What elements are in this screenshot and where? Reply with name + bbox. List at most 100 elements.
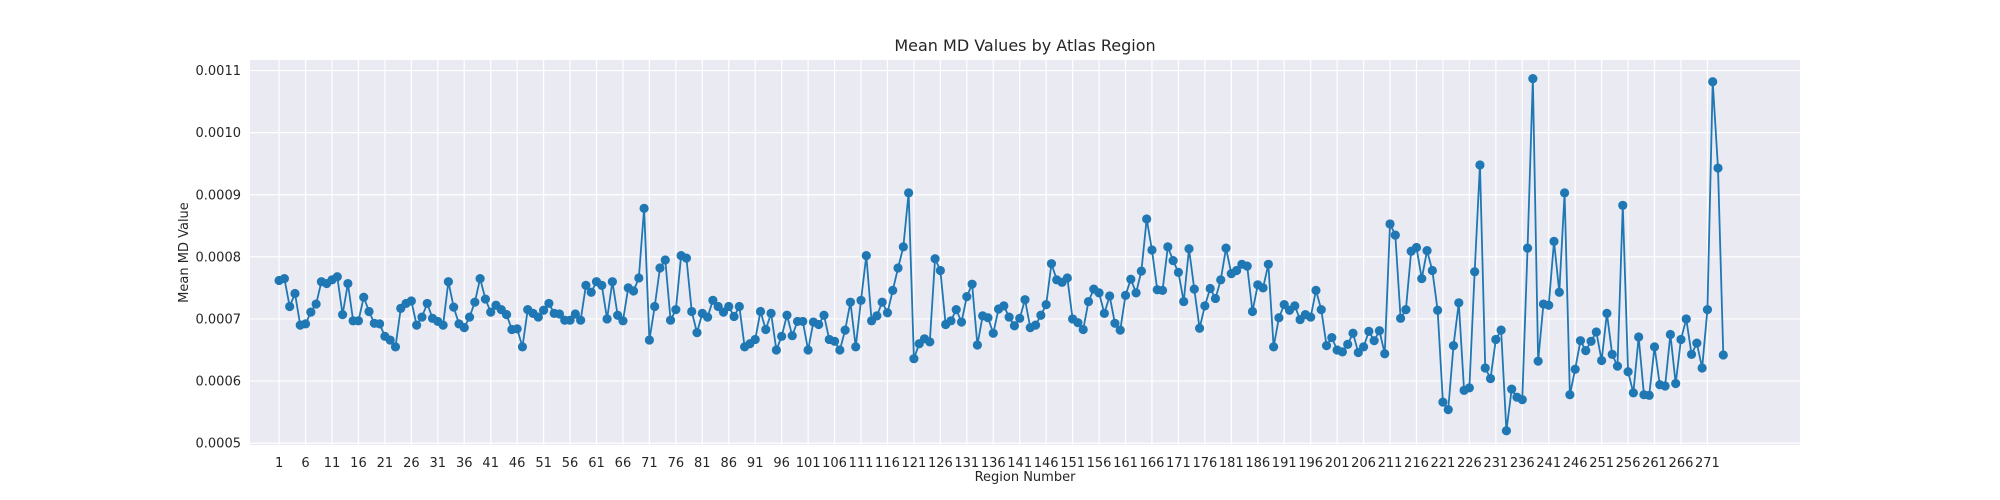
data-point-region-3: [285, 301, 295, 312]
data-point-region-117: [888, 285, 898, 295]
y-tick-label: 0.0007: [196, 312, 242, 327]
data-point-region-47: [517, 342, 528, 352]
x-tick-label: 106: [822, 456, 847, 471]
data-point-region-249: [1586, 336, 1596, 346]
data-point-region-179: [1216, 275, 1226, 285]
data-point-region-71: [644, 335, 655, 345]
x-tick-label: 271: [1695, 456, 1720, 471]
x-tick-label: 186: [1245, 456, 1270, 471]
data-point-region-216: [1411, 242, 1422, 253]
data-point-region-156: [1094, 288, 1104, 298]
data-point-region-222: [1443, 405, 1453, 415]
data-point-region-248: [1581, 346, 1591, 356]
data-point-region-157: [1099, 308, 1109, 318]
data-point-region-272: [1708, 77, 1718, 87]
x-tick-label: 136: [981, 456, 1006, 471]
data-point-region-80: [692, 328, 702, 338]
data-point-region-97: [782, 310, 792, 320]
data-point-region-231: [1491, 334, 1501, 345]
data-point-region-8: [311, 299, 321, 309]
data-point-region-180: [1221, 243, 1231, 253]
data-point-region-91: [750, 334, 760, 345]
data-point-region-258: [1634, 332, 1644, 342]
data-point-region-56: [565, 315, 575, 325]
data-point-region-164: [1136, 266, 1146, 276]
data-point-region-92: [755, 306, 766, 317]
data-point-region-120: [904, 188, 914, 198]
data-point-region-207: [1364, 326, 1374, 336]
data-point-region-178: [1210, 293, 1221, 304]
x-tick-label: 126: [928, 456, 953, 471]
data-point-region-211: [1385, 219, 1395, 229]
data-point-region-133: [972, 340, 982, 350]
data-point-region-75: [665, 315, 676, 325]
x-tick-label: 121: [901, 456, 926, 471]
data-point-region-182: [1232, 265, 1242, 276]
data-point-region-16: [353, 316, 364, 326]
data-point-region-128: [946, 316, 956, 326]
data-point-region-70: [639, 203, 649, 214]
data-point-region-169: [1163, 242, 1173, 252]
data-point-region-165: [1142, 214, 1152, 224]
x-axis-title: Region Number: [975, 470, 1077, 485]
data-point-region-228: [1475, 160, 1485, 170]
data-point-region-172: [1179, 296, 1189, 307]
data-point-region-166: [1147, 245, 1157, 255]
x-tick-label: 221: [1431, 456, 1456, 471]
data-point-region-197: [1311, 285, 1321, 295]
data-point-region-229: [1480, 363, 1490, 373]
data-point-region-247: [1575, 336, 1586, 346]
x-tick-label: 156: [1087, 456, 1112, 471]
x-tick-label: 31: [430, 456, 447, 471]
data-point-region-153: [1078, 324, 1088, 335]
data-point-region-188: [1263, 259, 1273, 269]
data-point-region-94: [766, 308, 776, 318]
x-tick-label: 216: [1404, 456, 1429, 471]
data-point-region-190: [1274, 313, 1284, 323]
x-tick-label: 81: [694, 456, 711, 471]
data-point-region-141: [1015, 313, 1025, 323]
data-point-region-64: [607, 277, 617, 287]
data-point-region-121: [909, 354, 919, 364]
data-point-region-152: [1073, 318, 1083, 328]
data-point-region-232: [1496, 325, 1506, 335]
data-point-region-150: [1062, 273, 1072, 283]
data-point-region-200: [1327, 332, 1337, 343]
data-point-region-140: [1009, 321, 1020, 331]
data-point-region-39: [475, 273, 485, 284]
data-point-region-185: [1247, 306, 1258, 317]
plot-area: [250, 60, 1800, 445]
data-point-region-219: [1427, 265, 1437, 276]
data-point-region-17: [359, 292, 369, 302]
data-point-region-132: [967, 279, 977, 289]
x-tick-label: 51: [535, 456, 552, 471]
data-point-region-93: [761, 324, 771, 335]
data-point-region-29: [422, 298, 432, 309]
x-tick-label: 241: [1536, 456, 1561, 471]
data-point-region-23: [390, 342, 401, 352]
data-point-region-204: [1348, 328, 1358, 338]
data-point-region-36: [459, 323, 469, 333]
data-point-region-22: [385, 335, 395, 345]
data-point-region-230: [1485, 373, 1496, 384]
data-point-region-27: [412, 320, 422, 330]
data-point-region-269: [1692, 338, 1702, 348]
x-tick-label: 11: [324, 456, 341, 471]
data-point-region-239: [1533, 356, 1543, 366]
y-tick-label: 0.0006: [196, 375, 242, 390]
data-point-region-238: [1528, 74, 1538, 84]
data-point-region-273: [1713, 163, 1723, 173]
x-tick-label: 171: [1166, 456, 1191, 471]
data-point-region-170: [1168, 255, 1178, 266]
data-point-region-107: [835, 345, 845, 355]
data-point-region-59: [581, 280, 591, 291]
data-point-region-256: [1623, 367, 1633, 377]
data-point-region-223: [1448, 341, 1459, 351]
data-point-region-176: [1200, 301, 1210, 311]
data-point-region-246: [1570, 364, 1580, 374]
data-point-region-220: [1433, 305, 1443, 315]
data-point-region-142: [1020, 295, 1030, 305]
y-tick-label: 0.0005: [196, 437, 242, 452]
y-axis-ticks: 0.0005 0.0006 0.0007 0.0008 0.0009 0.0010 0.00…: [196, 64, 242, 452]
x-tick-label: 196: [1298, 456, 1323, 471]
